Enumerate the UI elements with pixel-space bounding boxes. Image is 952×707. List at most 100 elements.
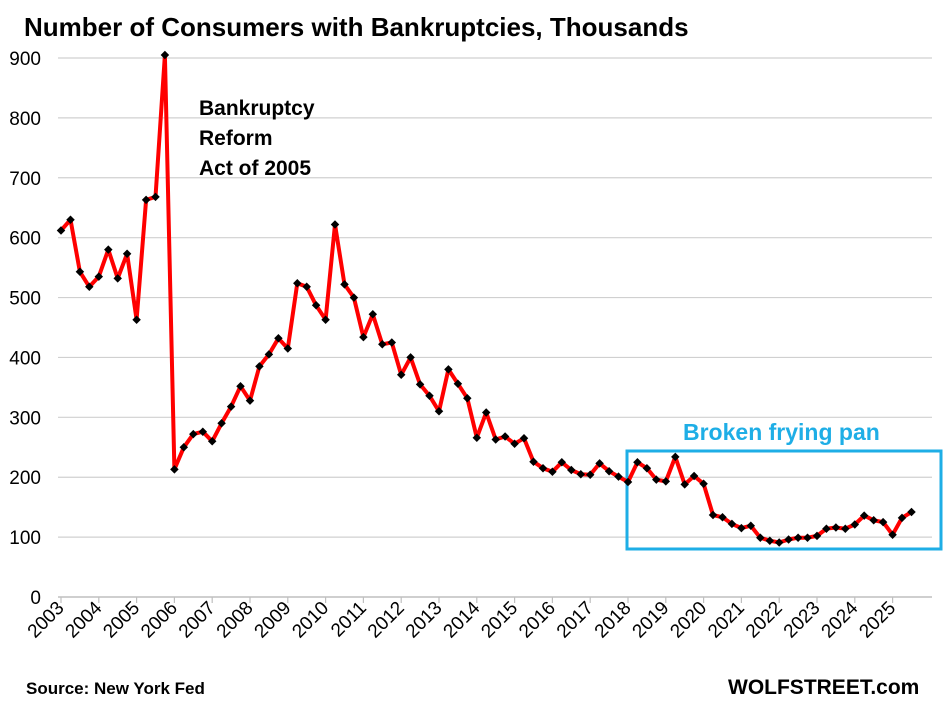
data-point xyxy=(859,511,869,520)
data-point xyxy=(774,538,784,547)
data-point xyxy=(113,274,122,283)
data-point xyxy=(548,467,557,477)
y-axis: 0 100 200 300 400 500 600 700 800 900 xyxy=(9,49,41,609)
y-tick-label: 500 xyxy=(9,289,41,310)
data-point xyxy=(207,437,217,446)
data-point xyxy=(245,396,255,405)
y-tick-label: 800 xyxy=(9,109,41,130)
data-point xyxy=(321,315,330,324)
data-point xyxy=(614,472,623,481)
x-tick-label: 2024 xyxy=(818,597,863,642)
x-tick-label: 2013 xyxy=(402,598,447,643)
annotations: Bankruptcy Reform Act of 2005 Broken fry… xyxy=(199,97,943,551)
frying-pan-box xyxy=(625,449,943,551)
x-tick-label: 2017 xyxy=(553,598,598,643)
data-point xyxy=(264,350,274,359)
data-point xyxy=(689,471,699,481)
data-point xyxy=(510,439,519,448)
data-point xyxy=(56,226,66,235)
data-point xyxy=(189,429,198,439)
x-tick-label: 2025 xyxy=(855,598,900,643)
data-point xyxy=(869,516,878,525)
data-point xyxy=(803,533,812,542)
x-tick-label: 2020 xyxy=(666,598,711,643)
x-tick-label: 2005 xyxy=(99,598,144,643)
data-point xyxy=(151,192,160,202)
x-tick-label: 2011 xyxy=(327,598,371,642)
x-tick-label: 2014 xyxy=(440,597,485,642)
data-point xyxy=(330,220,340,229)
y-tick-label: 600 xyxy=(9,229,41,250)
x-tick-label: 2004 xyxy=(62,597,107,642)
x-tick-label: 2021 xyxy=(704,598,749,643)
data-point xyxy=(179,443,189,452)
data-point xyxy=(104,245,113,254)
data-point xyxy=(198,427,208,436)
data-point xyxy=(283,344,293,353)
data-point xyxy=(661,477,671,486)
data-point xyxy=(727,519,737,529)
data-point xyxy=(444,365,453,374)
data-point xyxy=(85,282,94,292)
data-point xyxy=(765,536,775,545)
data-point xyxy=(463,393,472,403)
x-tick-label: 2023 xyxy=(780,598,825,643)
data-point xyxy=(538,463,548,473)
data-point xyxy=(699,479,708,489)
data-point xyxy=(642,463,652,473)
data-point xyxy=(897,513,907,523)
x-tick-label: 2012 xyxy=(364,598,409,643)
x-tick-label: 2006 xyxy=(137,598,182,643)
gridlines xyxy=(58,57,932,538)
x-tick-label: 2008 xyxy=(213,598,258,643)
data-point xyxy=(340,280,349,289)
data-point xyxy=(623,477,633,487)
data-point xyxy=(415,380,425,389)
data-point xyxy=(170,465,179,474)
y-tick-label: 400 xyxy=(9,348,41,369)
data-point xyxy=(680,480,689,489)
data-point xyxy=(274,334,283,343)
data-point xyxy=(217,419,226,428)
x-tick-label: 2007 xyxy=(175,598,220,643)
brand-logo: WOLFSTREET.com xyxy=(728,676,919,699)
data-point xyxy=(481,408,491,417)
data-point xyxy=(406,353,415,362)
x-tick-label: 2019 xyxy=(629,598,674,643)
data-point xyxy=(793,533,803,542)
y-tick-label: 700 xyxy=(9,169,41,190)
data-point xyxy=(850,520,860,529)
data-point xyxy=(519,434,529,443)
chart-title: Number of Consumers with Bankruptcies, T… xyxy=(24,12,689,42)
data-point xyxy=(576,469,586,479)
y-tick-label: 100 xyxy=(9,528,41,549)
x-tick-label: 2010 xyxy=(288,598,333,643)
data-point xyxy=(132,315,141,324)
data-point xyxy=(671,452,680,462)
data-point xyxy=(226,402,236,411)
data-point xyxy=(359,332,368,342)
data-point xyxy=(878,517,888,527)
data-point xyxy=(585,470,595,480)
series-consumers-with-bankruptcies xyxy=(56,50,916,547)
data-point xyxy=(141,195,151,205)
data-point xyxy=(812,531,822,541)
data-point xyxy=(604,466,614,476)
data-point xyxy=(822,524,831,533)
data-point xyxy=(633,458,642,467)
y-tick-label: 200 xyxy=(9,468,41,489)
x-axis: 2003200420052006200720082009201020112012… xyxy=(24,596,932,643)
data-point xyxy=(907,507,916,517)
data-point xyxy=(746,521,756,530)
data-point xyxy=(255,362,264,371)
y-tick-label: 300 xyxy=(9,408,41,429)
data-point xyxy=(349,293,359,302)
data-point xyxy=(453,379,463,389)
data-point xyxy=(302,282,311,292)
x-tick-label: 2015 xyxy=(477,598,522,643)
x-tick-label: 2009 xyxy=(251,598,296,643)
data-point xyxy=(491,435,500,444)
y-tick-label: 0 xyxy=(30,588,41,609)
data-point xyxy=(784,535,793,544)
x-tick-label: 2016 xyxy=(515,598,560,643)
